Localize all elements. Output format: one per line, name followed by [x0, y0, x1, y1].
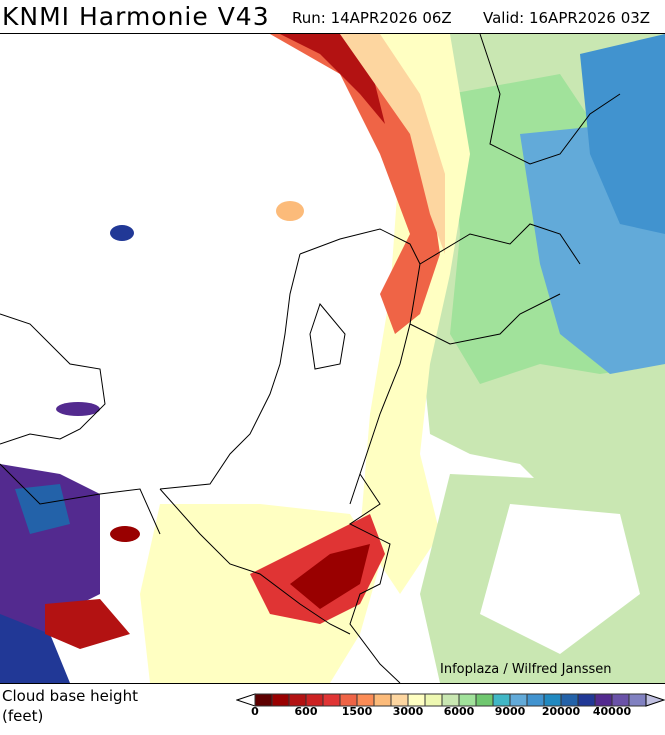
colorbar	[236, 693, 665, 707]
cloud-patch-orange	[276, 201, 304, 221]
cloud-patch-red-west	[45, 599, 130, 649]
variable-unit: (feet)	[2, 707, 44, 725]
colorbar-box	[373, 693, 392, 707]
variable-name: Cloud base height	[2, 687, 138, 705]
colorbar-box	[628, 693, 647, 707]
map-title: KNMI Harmonie V43	[2, 2, 270, 31]
colorbar-tick-label: 9000	[494, 705, 526, 718]
colorbar-tick-label: 0	[251, 705, 259, 718]
colorbar-tick-label: 20000	[541, 705, 581, 718]
colorbar-tick-label: 1500	[341, 705, 373, 718]
cloud-field-southeast-blank	[480, 504, 640, 654]
credit-text: Infoplaza / Wilfred Janssen	[440, 662, 612, 677]
valid-time: Valid: 16APR2026 03Z	[483, 9, 651, 27]
colorbar-box	[475, 693, 494, 707]
cloud-patch-blue	[110, 225, 134, 241]
colorbar-box	[271, 693, 290, 707]
cloud-field-west-blue	[0, 614, 70, 683]
coastlines	[0, 34, 621, 683]
colorbar-box	[424, 693, 443, 707]
colorbar-tick-label: 3000	[392, 705, 424, 718]
low-cloud-band-orange	[340, 34, 445, 254]
cloud-patch-darkred	[110, 526, 140, 542]
cloud-field-blue	[580, 34, 665, 234]
colorbar-tick-label: 600	[294, 705, 318, 718]
colorbar-tick-label: 6000	[443, 705, 475, 718]
colorbar-over-arrow	[645, 693, 665, 707]
low-cloud-south-dark	[290, 544, 370, 609]
legend-title: Cloud base height (feet)	[2, 686, 138, 726]
colorbar-box	[322, 693, 341, 707]
cloud-base-map	[0, 33, 665, 684]
colorbar-tick-label: 40000	[592, 705, 632, 718]
cloud-patch-purple	[56, 402, 100, 416]
cloud-patch-west-blue	[15, 484, 70, 534]
run-time: Run: 14APR2026 06Z	[292, 9, 452, 27]
